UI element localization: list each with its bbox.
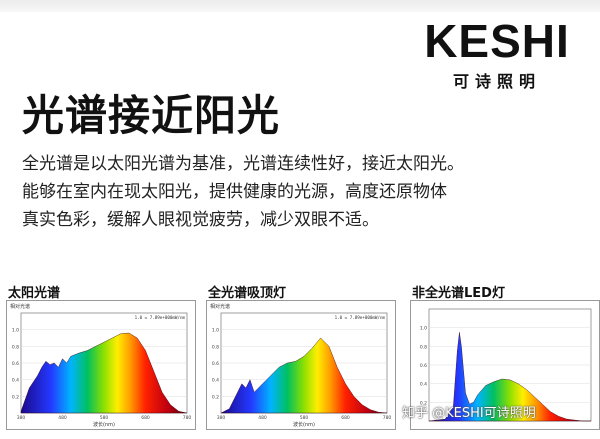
y-tick-label: 0.8 [420, 344, 427, 350]
spectrum-chart-led: 1.0 0.8 0.6 0.4 0.2 [410, 300, 600, 430]
panel-title-sun: 太阳光谱 [8, 286, 61, 301]
y-tick-label: 0.6 [212, 361, 219, 367]
y-tick-label: 1.0 [420, 326, 427, 332]
spectrum-area [20, 332, 188, 414]
x-tick-label: 680 [341, 415, 350, 421]
x-tick-label: 780 [383, 415, 392, 421]
description-line: 真实色彩，缓解人眼视觉疲劳，减少双眼不适。 [22, 210, 379, 230]
x-tick-label: 580 [300, 415, 309, 421]
panel-title-led: 非全光谱LED灯 [412, 286, 505, 301]
description-line: 能够在室内在现太阳光，提供健康的光源，高度还原物体 [22, 182, 447, 202]
y-tick-label: 0.2 [12, 394, 19, 400]
spectrum-area [428, 332, 591, 422]
x-axis-label: 波长(nm) [293, 421, 315, 428]
x-tick-label: 480 [58, 415, 67, 421]
x-axis-label: 波长(nm) [93, 421, 115, 428]
y-tick-label: 0.8 [212, 344, 219, 350]
y-tick-label: 1.0 [212, 328, 219, 334]
chart-header: 相对光谱 [210, 303, 230, 310]
brand-tagline: 可诗照明 [452, 72, 541, 91]
x-tick-label: 480 [258, 415, 267, 421]
x-tick-label: 680 [141, 415, 150, 421]
chart-header: 相对光谱 [10, 303, 30, 310]
x-tick-label: 580 [100, 415, 109, 421]
spectrum-chart-sun: 1.0 0.8 0.6 0.4 0.2 380 480 580 680 780 相对光谱 1.0 = … [6, 300, 196, 430]
spectrum-area [220, 337, 388, 414]
top-band [0, 0, 600, 12]
y-tick-label: 0.8 [12, 344, 19, 350]
spectrum-chart-fullspectrum: 1.0 0.8 0.6 0.4 0.2 380 480 580 680 780 相对光谱 1.0 = … [206, 300, 396, 430]
chart-legend: 1.0 = 7.89e+000mW/nm [135, 315, 186, 320]
panel-title-fullspectrum: 全光谱吸顶灯 [208, 286, 287, 301]
brand-logo: KESHI 可诗照明 [422, 15, 572, 91]
x-tick-label: 380 [217, 415, 226, 421]
x-tick-label: 380 [17, 415, 26, 421]
y-tick-label: 0.6 [12, 361, 19, 367]
spectrum-svg: 1.0 0.8 0.6 0.4 0.2 380 480 580 680 780 相对光谱 1.0 = … [210, 303, 392, 428]
watermark: 知乎 @KESHI可诗照明 [402, 406, 536, 421]
y-tick-label: 0.4 [12, 378, 19, 384]
spectrum-svg: 1.0 0.8 0.6 0.4 0.2 [420, 308, 592, 422]
x-tick-label: 780 [183, 415, 192, 421]
chart-legend: 1.0 = 7.89e+000mW/nm [335, 315, 386, 320]
description-line: 全光谱是以太阳光谱为基准，光谱连续性好，接近太阳光。 [22, 154, 464, 174]
y-tick-label: 0.4 [212, 378, 219, 384]
page-title: 光谱接近阳光 [22, 91, 281, 140]
y-tick-label: 1.0 [12, 328, 19, 334]
description: 全光谱是以太阳光谱为基准，光谱连续性好，接近太阳光。 能够在室内在现太阳光，提供… [22, 150, 582, 234]
y-tick-label: 0.6 [420, 363, 427, 369]
y-tick-label: 0.2 [420, 400, 427, 406]
brand-name: KESHI [424, 15, 570, 67]
spectrum-svg: 1.0 0.8 0.6 0.4 0.2 380 480 580 680 780 相对光谱 1.0 = … [10, 303, 192, 428]
y-tick-label: 0.2 [212, 394, 219, 400]
y-tick-label: 0.4 [420, 382, 427, 388]
